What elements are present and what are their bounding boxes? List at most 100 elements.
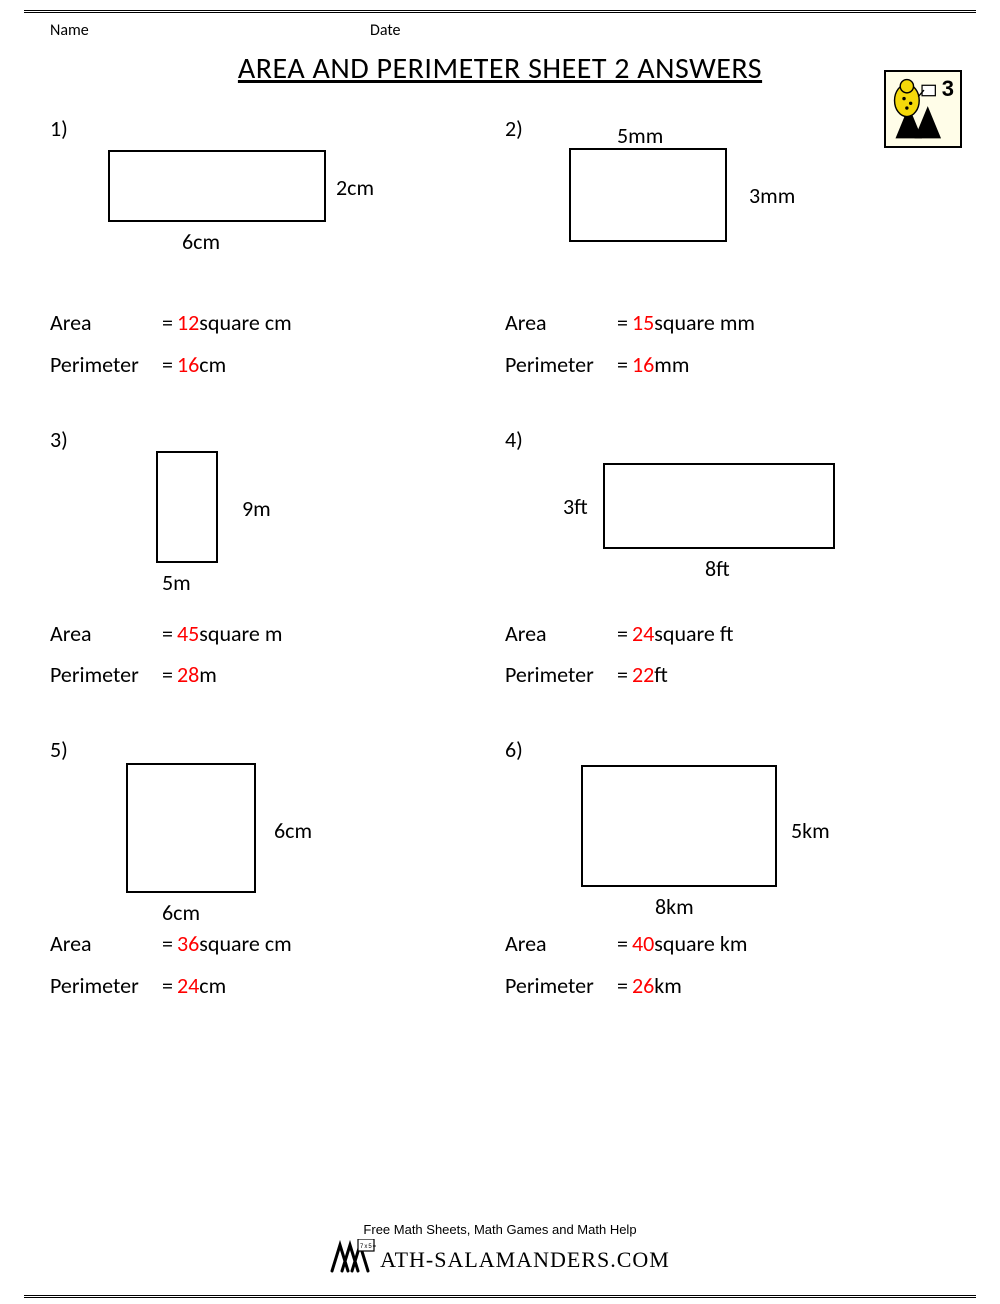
rectangle-shape	[156, 451, 218, 563]
answers-block: Area= 24 square ftPerimeter= 22 ft	[505, 613, 950, 697]
problem-4: 4) 3ft 8ft Area= 24 square ftPerimeter= 22 …	[505, 426, 950, 697]
perimeter-unit: ft	[654, 654, 668, 696]
equals: =	[162, 344, 177, 386]
area-row: Area= 15 square mm	[505, 302, 950, 344]
area-row: Area= 45 square m	[50, 613, 495, 655]
rectangle-shape	[126, 763, 256, 893]
problem-6: 6) 5km 8km Area= 40 square kmPerimeter= 26 …	[505, 736, 950, 1007]
problem-number: 1)	[50, 115, 495, 142]
equals: =	[162, 923, 177, 965]
area-label: Area	[50, 302, 162, 344]
equals: =	[162, 613, 177, 655]
dimension-label: 3ft	[563, 493, 588, 520]
equals: =	[617, 923, 632, 965]
problems-grid: 1)2cm6cmArea= 12 square cmPerimeter= 16 …	[0, 87, 1000, 1007]
area-unit: square cm	[199, 923, 291, 965]
area-value: 45	[177, 613, 199, 655]
problem-1: 1)2cm6cmArea= 12 square cmPerimeter= 16 …	[50, 115, 495, 386]
perimeter-row: Perimeter= 26 km	[505, 965, 950, 1007]
perimeter-label: Perimeter	[505, 965, 617, 1007]
header-row: Name Date	[0, 13, 1000, 40]
bottom-rule	[24, 1295, 976, 1298]
area-label: Area	[50, 613, 162, 655]
perimeter-row: Perimeter= 16 mm	[505, 344, 950, 386]
area-value: 24	[632, 613, 654, 655]
area-row: Area= 12 square cm	[50, 302, 495, 344]
problem-number: 3)	[50, 426, 495, 453]
dimension-label: 6cm	[274, 817, 312, 844]
rectangle-shape	[569, 148, 727, 242]
equals: =	[617, 302, 632, 344]
dimension-label: 8km	[655, 893, 694, 920]
perimeter-label: Perimeter	[50, 965, 162, 1007]
problem-2: 2)5mm3mmArea= 15 square mmPerimeter= 16 …	[505, 115, 950, 386]
perimeter-value: 16	[177, 344, 199, 386]
perimeter-value: 16	[632, 344, 654, 386]
perimeter-label: Perimeter	[50, 654, 162, 696]
dimension-label: 6cm	[162, 899, 200, 926]
perimeter-label: Perimeter	[505, 654, 617, 696]
answers-block: Area= 12 square cmPerimeter= 16 cm	[50, 302, 495, 386]
dimension-label: 8ft	[705, 555, 730, 582]
name-label: Name	[50, 21, 370, 40]
figure: 2cm6cm	[50, 146, 495, 296]
area-unit: square mm	[654, 302, 755, 344]
figure: 3ft 8ft	[505, 457, 950, 607]
figure: 5km 8km	[505, 767, 950, 917]
perimeter-value: 26	[632, 965, 654, 1007]
rectangle-shape	[581, 765, 777, 887]
perimeter-label: Perimeter	[505, 344, 617, 386]
answers-block: Area= 45 square mPerimeter= 28 m	[50, 613, 495, 697]
dimension-label: 5km	[791, 817, 830, 844]
brand-m-icon: 7x5=	[330, 1239, 376, 1273]
dimension-label: 9m	[242, 495, 271, 522]
area-row: Area= 36 square cm	[50, 923, 495, 965]
problem-number: 2)	[505, 115, 950, 142]
equals: =	[617, 965, 632, 1007]
problem-number: 4)	[505, 426, 950, 453]
answers-block: Area= 40 square kmPerimeter= 26 km	[505, 923, 950, 1007]
area-label: Area	[505, 613, 617, 655]
problem-number: 6)	[505, 736, 950, 763]
equals: =	[162, 965, 177, 1007]
equals: =	[162, 302, 177, 344]
area-value: 36	[177, 923, 199, 965]
area-unit: square m	[199, 613, 282, 655]
area-value: 40	[632, 923, 654, 965]
rectangle-shape	[603, 463, 835, 549]
footer-tagline: Free Math Sheets, Math Games and Math He…	[0, 1222, 1000, 1237]
perimeter-row: Perimeter= 28 m	[50, 654, 495, 696]
perimeter-unit: m	[199, 654, 217, 696]
area-unit: square ft	[654, 613, 733, 655]
equals: =	[617, 654, 632, 696]
area-label: Area	[505, 923, 617, 965]
answers-block: Area= 36 square cmPerimeter= 24 cm	[50, 923, 495, 1007]
area-row: Area= 24 square ft	[505, 613, 950, 655]
perimeter-unit: cm	[199, 965, 226, 1007]
figure: 5mm3mm	[505, 146, 950, 296]
dimension-label: 6cm	[182, 228, 220, 255]
perimeter-unit: mm	[654, 344, 689, 386]
area-label: Area	[505, 302, 617, 344]
dimension-label: 5mm	[617, 122, 663, 149]
perimeter-value: 28	[177, 654, 199, 696]
perimeter-value: 24	[177, 965, 199, 1007]
area-value: 12	[177, 302, 199, 344]
area-unit: square cm	[199, 302, 291, 344]
perimeter-row: Perimeter= 16 cm	[50, 344, 495, 386]
area-value: 15	[632, 302, 654, 344]
figure: 9m5m	[50, 457, 495, 607]
equals: =	[162, 654, 177, 696]
equals: =	[617, 613, 632, 655]
area-label: Area	[50, 923, 162, 965]
area-row: Area= 40 square km	[505, 923, 950, 965]
area-unit: square km	[654, 923, 747, 965]
problem-3: 3)9m5mArea= 45 square mPerimeter= 28 m	[50, 426, 495, 697]
perimeter-row: Perimeter= 22 ft	[505, 654, 950, 696]
figure: 6cm6cm	[50, 767, 495, 917]
dimension-label: 3mm	[749, 182, 795, 209]
date-label: Date	[370, 21, 401, 40]
answers-block: Area= 15 square mmPerimeter= 16 mm	[505, 302, 950, 386]
brand-text: ATH-SALAMANDERS.COM	[380, 1247, 670, 1273]
problem-5: 5)6cm6cmArea= 36 square cmPerimeter= 24 …	[50, 736, 495, 1007]
